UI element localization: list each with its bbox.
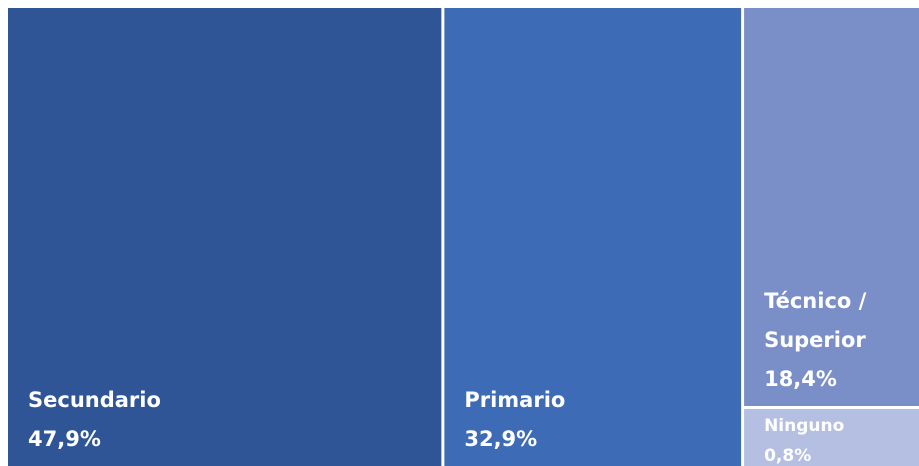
treemap-cell: [744, 409, 919, 466]
treemap-cell: [744, 8, 919, 406]
cell-label: Primario: [464, 388, 565, 412]
cell-label: Secundario: [28, 388, 161, 412]
cell-value: 0,8%: [764, 446, 811, 466]
treemap-cell: [8, 8, 442, 466]
cell-value: 18,4%: [764, 367, 837, 391]
cell-label: Técnico / Superior: [764, 289, 867, 352]
treemap-cell: [444, 8, 742, 466]
cell-value: 32,9%: [464, 427, 537, 451]
cell-value: 47,9%: [28, 427, 101, 451]
cell-label: Ninguno: [764, 416, 844, 436]
